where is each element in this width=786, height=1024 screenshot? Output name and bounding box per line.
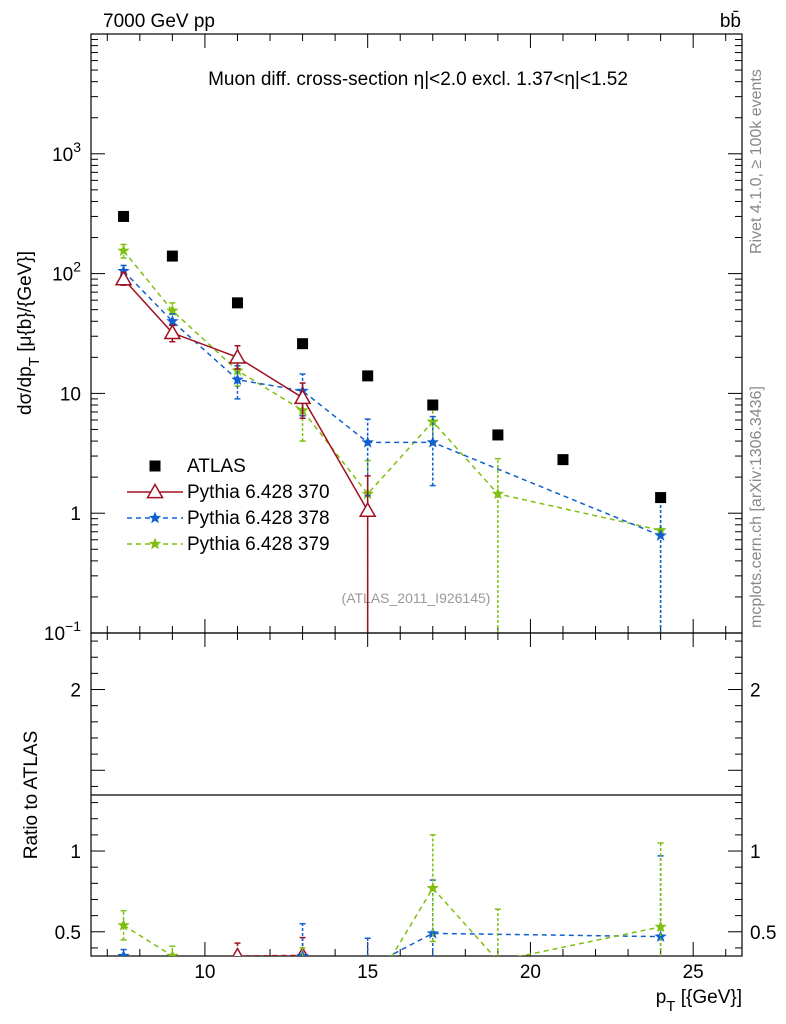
ratio-y-tick-label: 1 xyxy=(70,842,81,863)
data-point-star xyxy=(426,435,439,448)
legend-label: Pythia 6.428 378 xyxy=(187,508,330,529)
data-point-square xyxy=(297,338,309,350)
plot-title: Muon diff. cross-section η|<2.0 excl. 1.… xyxy=(208,69,628,90)
data-point-star xyxy=(362,990,374,1002)
data-point-star xyxy=(231,962,243,974)
legend-marker-star xyxy=(148,511,162,524)
legend-marker-star xyxy=(148,537,162,550)
data-point-star xyxy=(166,304,179,316)
ratio-y-tick-label-right: 0.5 xyxy=(750,923,776,944)
series-line xyxy=(234,954,305,956)
ratio-y-tick-label: 0.5 xyxy=(55,923,81,944)
data-point-star xyxy=(166,949,179,956)
x-tick-label: 20 xyxy=(520,962,541,983)
data-point-star xyxy=(117,244,130,257)
data-point-square xyxy=(231,297,243,309)
x-axis-label: pT [{GeV}] xyxy=(656,987,742,1015)
x-tick-label: 25 xyxy=(683,962,704,983)
ratio-plot-panel: 2 2 1 1 0.5 0.5 10 15 20 25 Ratio to ATLAS pT [{G… xyxy=(21,632,776,1015)
data-point-square xyxy=(118,210,130,222)
data-point-square xyxy=(166,250,178,262)
series-line xyxy=(123,250,661,532)
data-point-star xyxy=(654,920,667,933)
ratio-y-axis-label: Ratio to ATLAS xyxy=(21,731,42,860)
data-point-star xyxy=(491,487,505,500)
ratio-y-tick-label: 2 xyxy=(70,681,81,702)
data-point-star xyxy=(426,415,439,427)
data-point-square xyxy=(557,454,569,466)
data-point-triangle xyxy=(360,993,375,1006)
legend-label: Pythia 6.428 379 xyxy=(187,534,330,555)
data-point-triangle xyxy=(123,955,125,956)
data-point-square xyxy=(362,370,374,382)
y-tick-label: 10 xyxy=(60,384,81,405)
legend-label: Pythia 6.428 370 xyxy=(187,482,330,503)
data-point-square xyxy=(427,399,439,411)
main-data-layer xyxy=(114,210,667,633)
main-y-axis-label: dσ/dpT [μ{b}/{GeV}] xyxy=(15,251,43,415)
data-point-star xyxy=(654,529,667,541)
data-point-triangle xyxy=(358,501,377,518)
mcplots-label: mcplots.cern.ch [arXiv:1306.3436] xyxy=(748,386,765,628)
ratio-data-layer xyxy=(117,834,667,1006)
y-tick-label: 1 xyxy=(70,504,81,525)
data-point-star xyxy=(117,918,130,931)
rivet-label: Rivet 4.1.0, ≥ 100k events xyxy=(748,69,765,254)
data-point-star xyxy=(166,314,179,327)
data-point-star xyxy=(497,954,499,956)
data-point-star xyxy=(231,969,243,981)
data-point-star xyxy=(166,959,178,971)
data-point-triangle xyxy=(232,946,243,956)
data-point-star xyxy=(117,949,130,956)
data-point-star xyxy=(296,961,308,973)
data-point-triangle xyxy=(163,323,182,340)
data-point-star xyxy=(361,435,374,448)
energy-label: 7000 GeV pp xyxy=(103,11,215,32)
data-point-triangle xyxy=(228,348,247,364)
legend-marker-triangle xyxy=(146,482,164,499)
process-label: bb̄ xyxy=(720,11,741,32)
data-point-star xyxy=(231,364,244,376)
data-point-square xyxy=(655,492,667,504)
data-point-star xyxy=(426,881,439,894)
watermark: (ATLAS_2011_I926145) xyxy=(342,590,491,606)
data-point-star xyxy=(296,949,309,956)
ratio-axis-ticks: 2 2 1 1 0.5 0.5 10 15 20 25 xyxy=(55,640,776,983)
x-tick-label: 15 xyxy=(357,962,378,983)
data-point-star xyxy=(231,373,244,385)
x-tick-label: 10 xyxy=(194,962,215,983)
legend: ATLAS Pythia 6.428 370 Pythia 6.428 378 Pyt… xyxy=(127,456,330,555)
data-point-square xyxy=(492,429,504,441)
y-tick-label: 10−1 xyxy=(44,618,81,645)
ratio-y-tick-label-right: 1 xyxy=(750,842,761,863)
legend-marker-square xyxy=(149,460,161,472)
y-tick-label: 103 xyxy=(52,139,81,166)
data-point-triangle xyxy=(114,270,133,286)
data-point-star xyxy=(426,926,439,939)
legend-label: ATLAS xyxy=(187,456,246,477)
data-point-triangle xyxy=(293,388,312,405)
ratio-y-tick-label-right: 2 xyxy=(750,681,761,702)
data-point-triangle xyxy=(165,968,180,981)
y-tick-label: 102 xyxy=(52,259,81,286)
